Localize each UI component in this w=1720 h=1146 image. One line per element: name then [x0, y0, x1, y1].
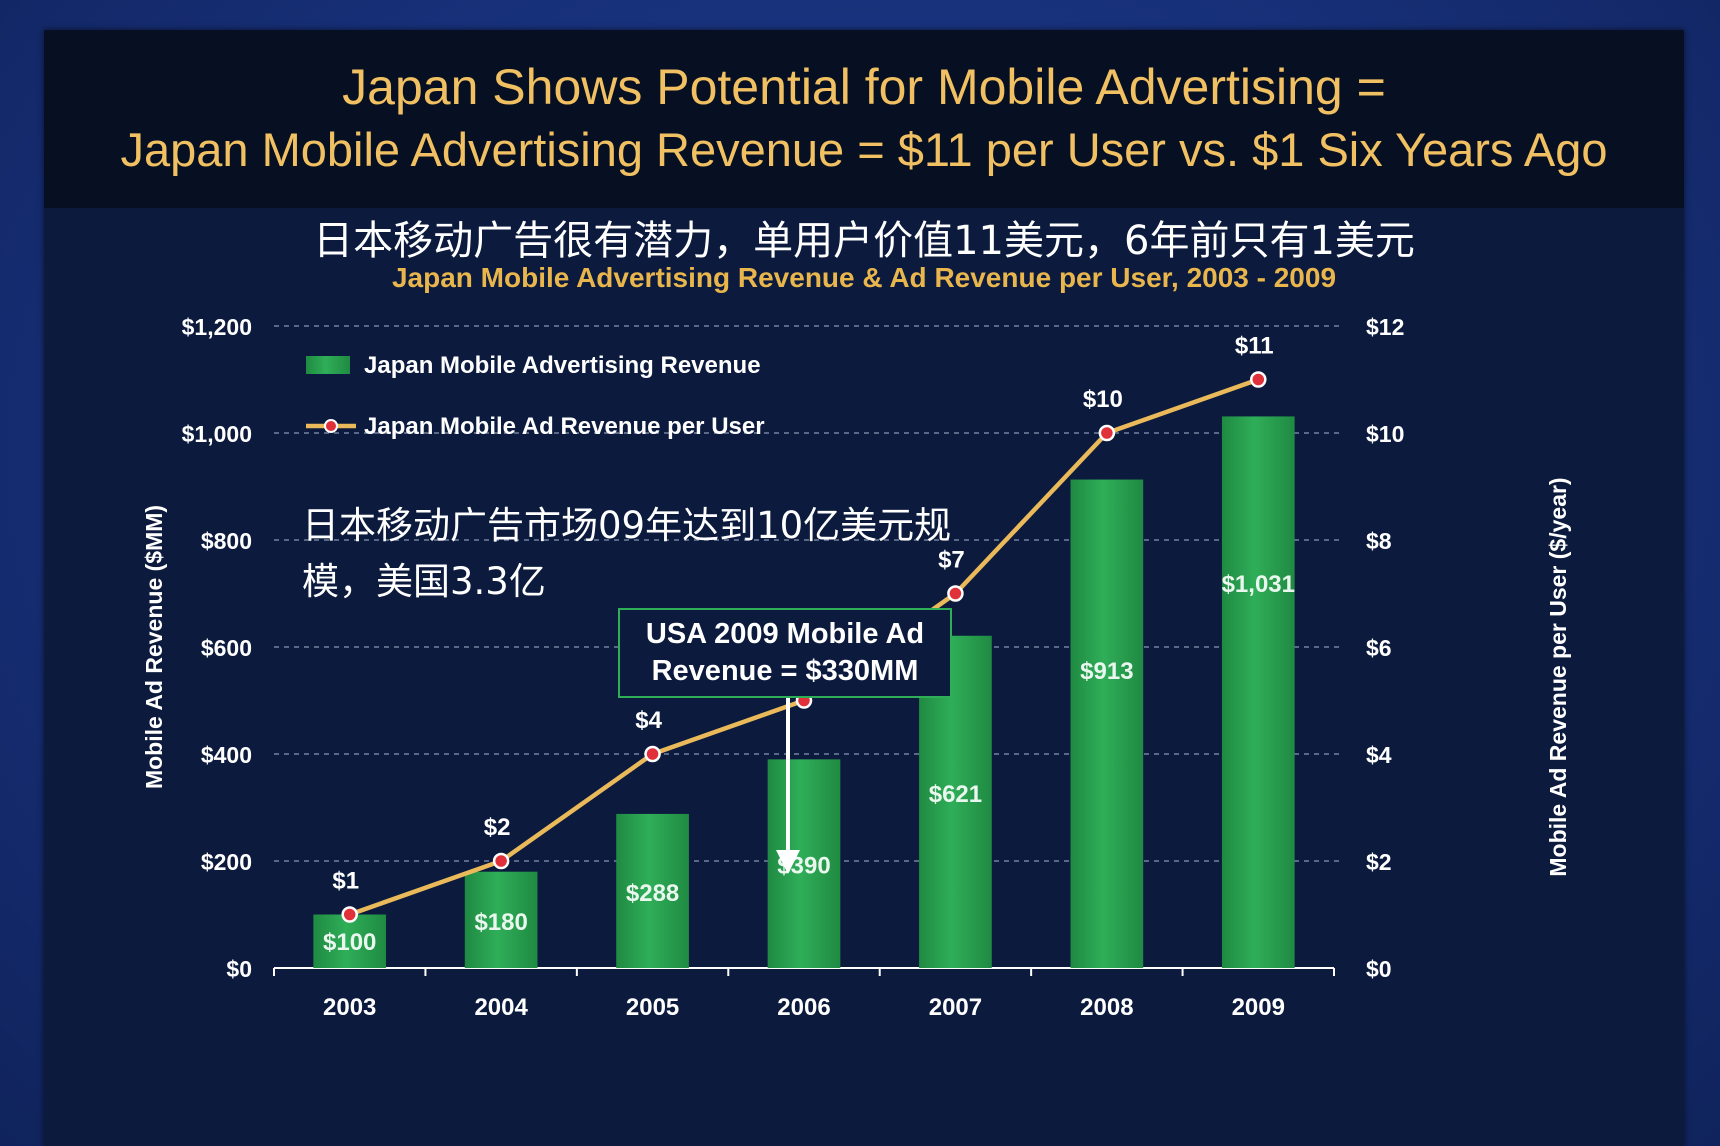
line-point — [1098, 424, 1116, 442]
line-value-label: $10 — [1083, 386, 1123, 413]
legend-bar-label: Japan Mobile Advertising Revenue — [364, 352, 761, 379]
x-tick-label: 2005 — [626, 994, 679, 1021]
y2-tick-label: $4 — [1366, 742, 1392, 768]
line-value-label: $4 — [635, 707, 662, 734]
line-value-label: $1 — [332, 868, 359, 895]
chart-title: Japan Mobile Advertising Revenue & Ad Re… — [391, 262, 1337, 293]
y-tick-label: $200 — [201, 849, 252, 875]
line-value-label: $11 — [1235, 333, 1274, 360]
x-tick-label: 2009 — [1232, 994, 1285, 1021]
chinese-annotation: 日本移动广告市场09年达到10亿美元规模，美国3.3亿 — [302, 504, 952, 603]
x-tick-label: 2007 — [929, 994, 982, 1021]
combo-chart: $0 $0 $200 $2 $400 $4 $600 $6 $800 $8 $1,000 $10 $1,… — [141, 314, 1571, 1021]
legend-bar-swatch — [306, 356, 350, 374]
y2-tick-label: $6 — [1366, 635, 1392, 661]
y2-axis-title: Mobile Ad Revenue per User ($/year) — [1545, 477, 1571, 876]
legend-line-marker — [324, 419, 338, 433]
y-tick-label: $0 — [226, 956, 252, 982]
y-tick-label: $800 — [201, 528, 252, 554]
title-band: Japan Shows Potential for Mobile Adverti… — [44, 30, 1684, 208]
bar-value-label: $288 — [626, 880, 679, 907]
y2-tick-label: $8 — [1366, 528, 1392, 554]
bar-value-label: $621 — [929, 781, 982, 808]
line-point — [644, 745, 661, 763]
bar — [1070, 479, 1144, 968]
line-point — [1250, 371, 1267, 388]
bar — [464, 871, 538, 968]
bar-value-label: $1,031 — [1222, 571, 1295, 598]
callout-line-2: Revenue = $330MM — [651, 655, 919, 687]
y-tick-label: $400 — [201, 742, 252, 768]
bar — [313, 914, 387, 968]
callout-arrow-head — [776, 850, 800, 874]
line-point — [947, 585, 964, 602]
y-axis-title: Mobile Ad Revenue ($MM) — [141, 505, 167, 789]
y-tick-label: $1,000 — [182, 421, 252, 447]
y-tick-label: $1,200 — [182, 314, 252, 340]
bar — [616, 813, 689, 968]
bar — [767, 759, 841, 968]
line-point — [492, 852, 510, 870]
x-tick-label: 2004 — [474, 994, 528, 1021]
bar-value-label: $180 — [474, 909, 527, 936]
x-tick-label: 2003 — [323, 994, 376, 1021]
slide-title: Japan Shows Potential for Mobile Adverti… — [342, 59, 1386, 115]
y-tick-label: $600 — [201, 635, 252, 661]
callout-line-1: USA 2009 Mobile Ad — [645, 618, 925, 650]
bar — [1221, 416, 1295, 968]
chinese-subtitle: 日本移动广告很有潜力，单用户价值11美元，6年前只有1美元 — [313, 218, 1415, 264]
y2-tick-label: $0 — [1366, 956, 1392, 982]
line-value-label: $2 — [484, 814, 511, 841]
bar-value-label: $913 — [1080, 658, 1133, 685]
x-tick-label: 2006 — [777, 994, 830, 1021]
y2-tick-label: $12 — [1366, 314, 1404, 340]
y2-tick-label: $2 — [1366, 849, 1392, 875]
legend-line-label: Japan Mobile Ad Revenue per User — [364, 413, 765, 440]
slide: Japan Shows Potential for Mobile Adverti… — [44, 30, 1684, 1146]
line-point — [341, 906, 358, 923]
bar-value-label: $100 — [323, 929, 376, 956]
usa-revenue-callout: USA 2009 Mobile Ad Revenue = $330MM — [618, 608, 952, 698]
y2-tick-label: $10 — [1366, 421, 1404, 447]
line-value-label: $7 — [938, 547, 965, 574]
slide-subtitle: Japan Mobile Advertising Revenue = $11 p… — [120, 123, 1608, 176]
x-tick-label: 2008 — [1080, 994, 1133, 1021]
